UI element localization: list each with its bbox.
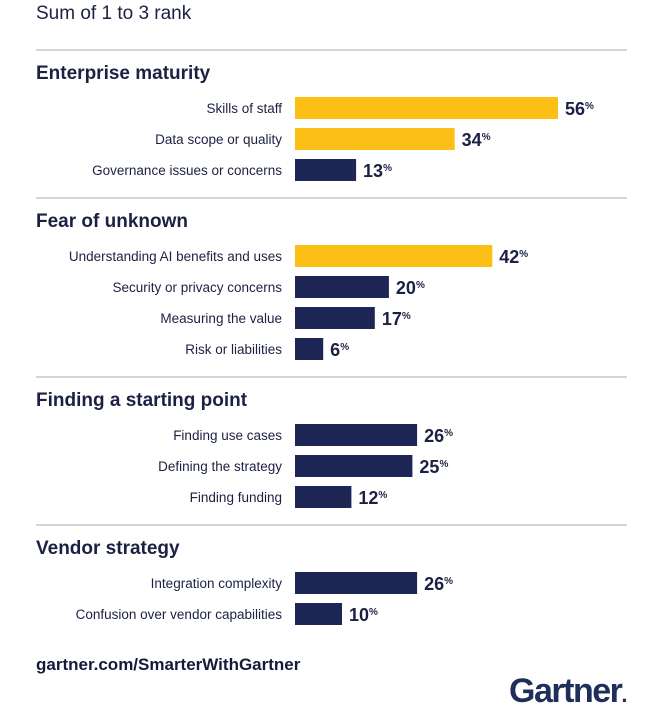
logo-text: Gartner (509, 672, 623, 710)
bar (295, 159, 357, 181)
value-label: 13% (363, 161, 392, 181)
category-label: Security or privacy concerns (112, 280, 282, 295)
bar (295, 338, 324, 360)
bar (295, 603, 342, 625)
logo-dot-icon: . (621, 682, 627, 707)
bar (295, 245, 493, 267)
category-label: Governance issues or concerns (92, 163, 282, 178)
value-label: 12% (358, 488, 387, 508)
value-label: 26% (424, 574, 453, 594)
category-label: Understanding AI benefits and uses (69, 249, 282, 264)
category-label: Skills of staff (206, 101, 282, 116)
value-unit: % (519, 249, 528, 260)
category-label: Measuring the value (160, 311, 282, 326)
value-unit: % (585, 101, 594, 112)
bar (295, 572, 418, 594)
bar (295, 307, 375, 329)
value-label: 34% (462, 130, 491, 150)
value-unit: % (444, 576, 453, 587)
group-heading: Finding a starting point (36, 390, 248, 411)
bar (295, 455, 413, 477)
value-label: 6% (330, 340, 349, 360)
bar-chart: Enterprise maturity Skills of staff 56% Dat… (36, 49, 627, 625)
value-unit: % (444, 428, 453, 439)
value-label: 25% (419, 457, 448, 477)
value-unit: % (340, 342, 349, 353)
value-unit: % (383, 163, 392, 174)
category-label: Risk or liabilities (185, 342, 282, 357)
value-label: 26% (424, 426, 453, 446)
value-unit: % (402, 311, 411, 322)
group-heading: Fear of unknown (36, 211, 188, 232)
group-heading: Enterprise maturity (36, 63, 211, 84)
footer-url: gartner.com/SmarterWithGartner (36, 655, 301, 674)
category-label: Defining the strategy (158, 459, 282, 474)
category-label: Finding funding (190, 490, 282, 505)
value-unit: % (439, 459, 448, 470)
value-label: 56% (565, 99, 594, 119)
value-unit: % (369, 607, 378, 618)
chart-subtitle: Sum of 1 to 3 rank (36, 3, 192, 24)
bar (295, 424, 418, 446)
value-label: 42% (499, 247, 528, 267)
bar (295, 276, 389, 298)
category-label: Data scope or quality (155, 132, 282, 147)
bar (295, 97, 558, 119)
value-label: 20% (396, 278, 425, 298)
bar (295, 486, 352, 508)
gartner-logo: Gartner. (509, 672, 627, 711)
category-label: Integration complexity (151, 576, 283, 591)
value-label: 10% (349, 605, 378, 625)
value-unit: % (416, 280, 425, 291)
bar (295, 128, 455, 150)
category-label: Confusion over vendor capabilities (76, 607, 283, 622)
group-heading: Vendor strategy (36, 538, 180, 559)
value-unit: % (378, 490, 387, 501)
category-label: Finding use cases (173, 428, 282, 443)
value-label: 17% (382, 309, 411, 329)
value-unit: % (482, 132, 491, 143)
